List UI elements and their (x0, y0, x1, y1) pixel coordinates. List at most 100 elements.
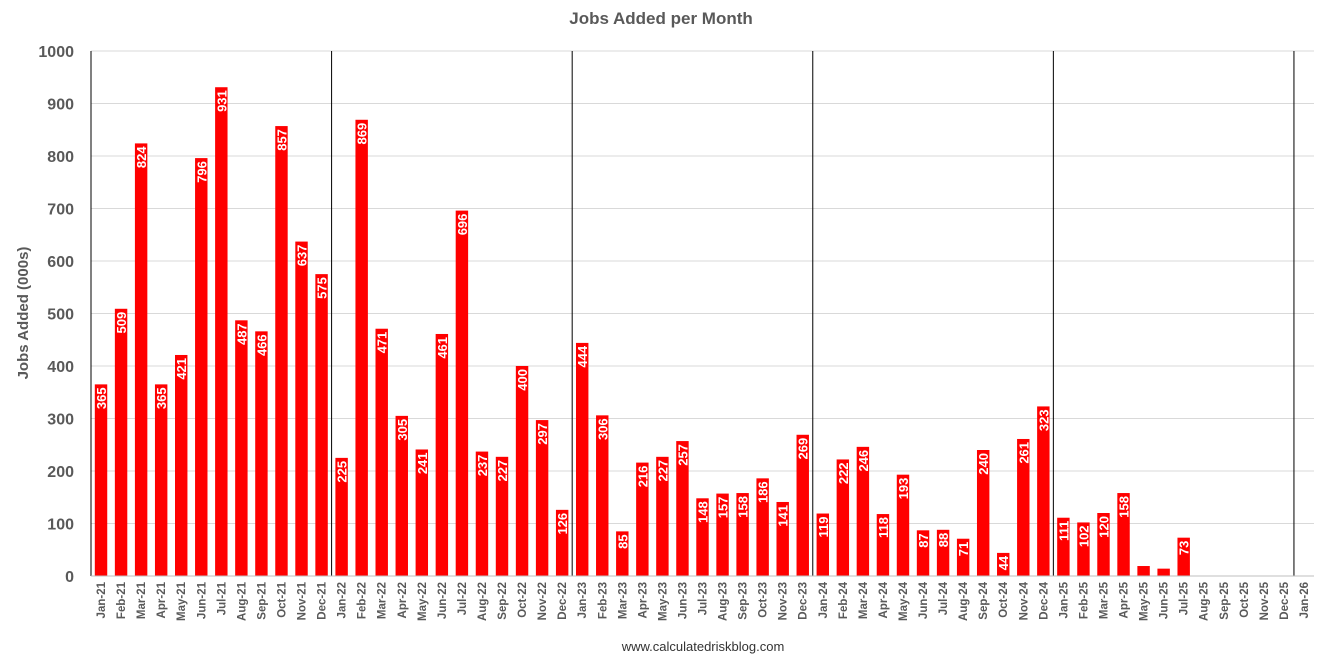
y-tick-label: 300 (47, 412, 74, 429)
bar (335, 457, 348, 576)
x-tick-label: Aug-21 (236, 581, 248, 621)
bar (215, 87, 228, 576)
x-tick-label: Aug-25 (1199, 581, 1211, 621)
data-label: 157 (716, 497, 731, 519)
bar (435, 333, 449, 576)
data-label: 227 (495, 460, 510, 482)
bar (114, 308, 128, 576)
x-tick-label: Jul-22 (457, 582, 469, 615)
y-tick-label: 200 (47, 464, 74, 481)
x-tick-label: May-25 (1139, 581, 1151, 621)
bar (876, 514, 890, 576)
bar (495, 456, 509, 576)
data-label: 575 (315, 277, 330, 299)
y-tick-label: 900 (47, 97, 74, 114)
bar (756, 478, 769, 576)
data-label: 148 (696, 501, 711, 523)
data-label: 257 (675, 444, 690, 466)
y-axis-label: Jobs Added (000s) (15, 247, 32, 380)
x-axis-ticks: Jan-21 Feb-21 Mar-21 Apr-21 May-21 Jun-21 Jul-… (96, 581, 1311, 621)
data-label: 509 (114, 312, 129, 334)
bar (1057, 517, 1070, 576)
data-label: 305 (395, 419, 410, 441)
data-label: 323 (1036, 409, 1051, 431)
x-tick-label: May-21 (176, 581, 188, 621)
bar (676, 441, 689, 576)
x-tick-label: Mar-21 (136, 581, 148, 619)
x-tick-label: Jun-22 (437, 582, 449, 619)
y-tick-label: 600 (47, 254, 74, 271)
bar (896, 474, 910, 576)
data-label: 637 (295, 245, 310, 267)
bar (515, 366, 529, 576)
x-tick-label: Jan-24 (818, 581, 830, 618)
x-tick-label: Dec-25 (1279, 581, 1291, 619)
x-tick-label: Dec-23 (798, 582, 810, 620)
bar (616, 531, 629, 576)
x-tick-label: Jul-21 (216, 581, 228, 615)
bar (235, 320, 248, 576)
data-label: 222 (836, 462, 851, 484)
x-tick-label: Aug-22 (477, 582, 489, 621)
data-label: 466 (254, 334, 269, 356)
bar (575, 342, 589, 576)
x-tick-label: Jun-24 (918, 581, 930, 619)
y-tick-label: 400 (47, 359, 74, 376)
data-label: 824 (134, 146, 149, 168)
data-label: 227 (655, 460, 670, 482)
data-label: 400 (515, 369, 530, 391)
data-label: 261 (1016, 442, 1031, 464)
bar (375, 328, 388, 576)
bar (716, 493, 729, 576)
year-dividers (90, 51, 1295, 576)
data-label: 297 (535, 423, 550, 445)
data-label: 102 (1076, 525, 1091, 547)
gridlines (91, 50, 1314, 524)
bar (134, 143, 148, 576)
x-tick-label: Apr-22 (397, 582, 409, 618)
bar (395, 415, 408, 576)
data-label: 216 (635, 466, 650, 488)
data-label: 193 (896, 478, 911, 500)
bar (596, 415, 609, 576)
bar (696, 498, 709, 576)
x-tick-label: Feb-25 (1078, 581, 1090, 619)
data-label: 141 (776, 505, 791, 527)
x-tick-label: Feb-22 (357, 582, 369, 619)
data-label: 120 (1096, 516, 1111, 538)
source-credit: www.calculatedriskblog.com (621, 639, 785, 654)
y-axis-ticks: 0 100 200 300 400 500 600 700 800 900 1000 (38, 44, 74, 586)
bar (154, 384, 168, 576)
bar (255, 331, 268, 576)
data-label: 269 (796, 438, 811, 460)
x-tick-label: Nov-22 (537, 582, 549, 620)
x-tick-label: May-23 (657, 582, 669, 621)
bar (455, 210, 469, 576)
x-tick-label: Jan-23 (577, 582, 589, 618)
x-tick-label: Dec-24 (1038, 581, 1050, 619)
x-tick-label: Jun-25 (1159, 581, 1171, 619)
bar (796, 434, 809, 576)
data-label: 461 (435, 337, 450, 359)
data-label: 365 (154, 387, 169, 409)
bar (315, 274, 328, 576)
data-label: 306 (595, 418, 610, 440)
x-tick-label: Jan-26 (1299, 582, 1311, 618)
x-tick-label: Sep-24 (978, 581, 990, 619)
bar (816, 513, 830, 576)
bar (275, 126, 288, 576)
x-tick-label: Dec-21 (317, 581, 329, 619)
bar (776, 501, 789, 576)
y-tick-label: 1000 (38, 44, 74, 61)
bar (1017, 438, 1030, 576)
bar (1097, 513, 1110, 576)
x-tick-label: Aug-24 (958, 581, 970, 621)
bar (295, 241, 308, 576)
data-label: 118 (876, 517, 891, 538)
data-labels: 365 509 824 365 421 796 931 487 466 857 637 575 225 8… (94, 90, 1192, 570)
bar (856, 446, 870, 576)
x-tick-label: Mar-23 (617, 582, 629, 619)
data-label: 240 (976, 453, 991, 475)
data-label: 444 (575, 345, 590, 367)
